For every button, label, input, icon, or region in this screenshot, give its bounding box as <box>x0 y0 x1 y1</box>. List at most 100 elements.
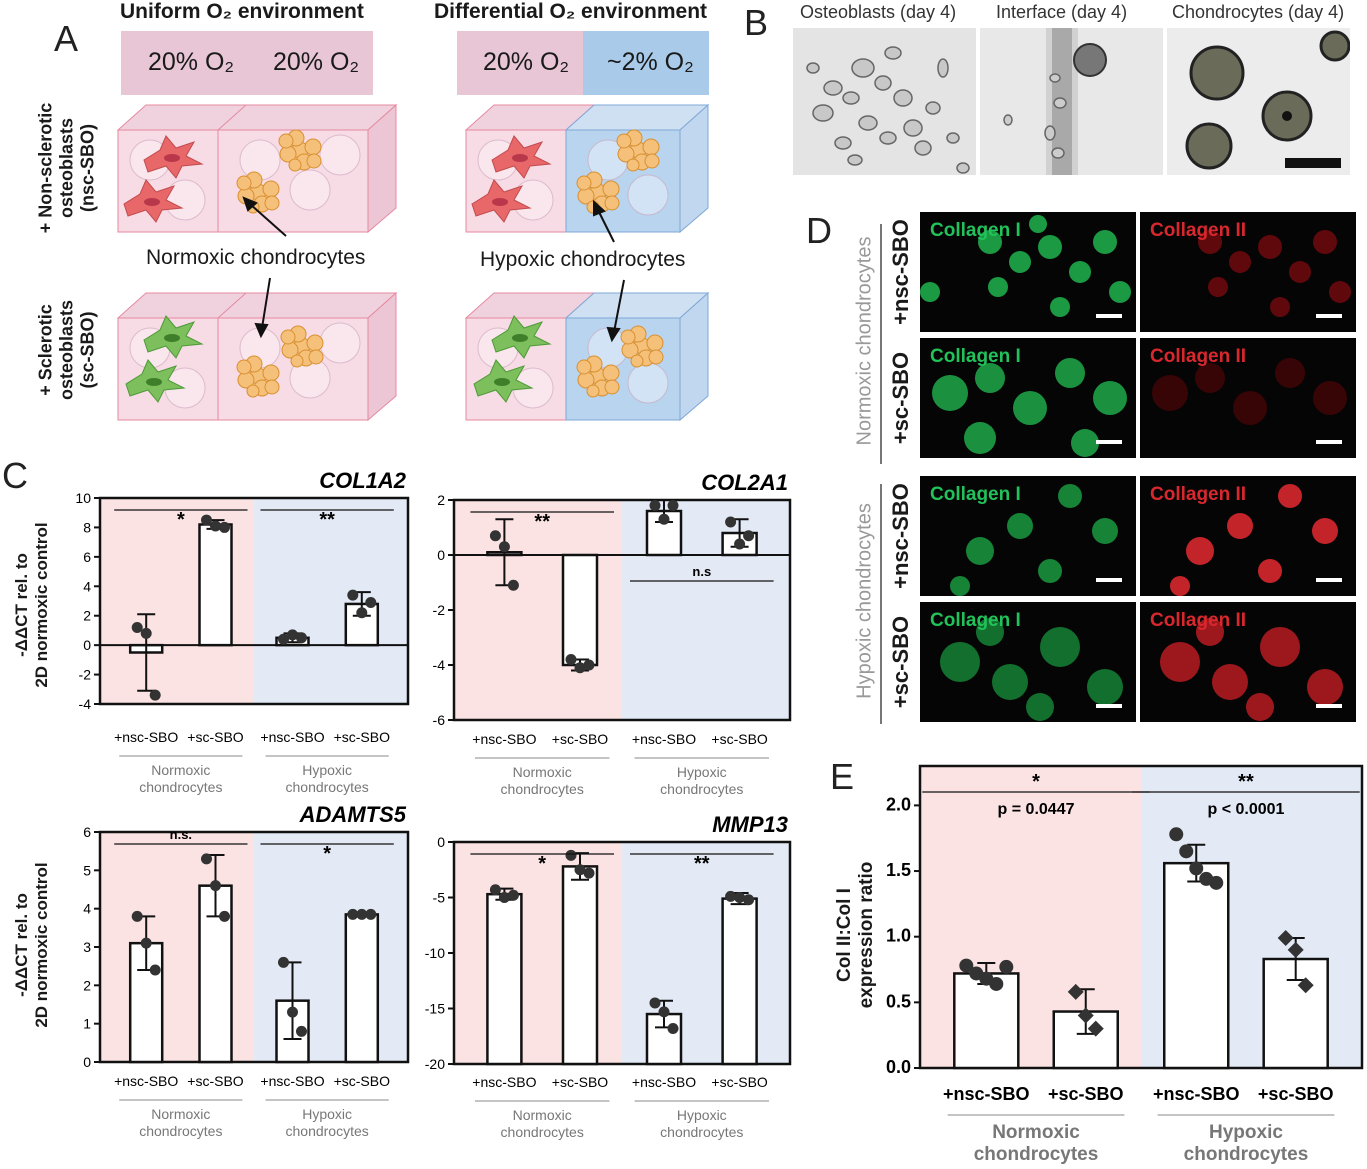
data-point <box>498 541 510 553</box>
data-point <box>140 937 152 949</box>
category-label: +nsc-SBO <box>260 1073 324 1089</box>
y-tick-label: 3 <box>83 939 91 955</box>
uniform-o2-left: 20% O₂ <box>148 48 235 76</box>
group-label: Normoxic <box>513 764 572 780</box>
hypoxic-bg <box>254 498 408 704</box>
category-label: +nsc-SBO <box>1153 1084 1240 1104</box>
category-label: +sc-SBO <box>187 1073 244 1089</box>
data-point <box>565 654 577 665</box>
data-point <box>658 513 670 525</box>
group-label: Hypoxic <box>1209 1122 1283 1143</box>
data-point <box>725 516 737 528</box>
y-tick-label: -15 <box>425 1001 445 1017</box>
data-point <box>1077 1007 1094 1024</box>
panel-label-e: E <box>830 756 855 797</box>
data-point <box>734 892 746 903</box>
fluor-nsc-normoxic-col2: Collagen II <box>1140 212 1356 332</box>
data-point <box>1287 941 1304 958</box>
fluor-nsc-normoxic-col1: Collagen I <box>920 212 1136 332</box>
data-point <box>347 908 359 920</box>
data-point <box>131 910 143 922</box>
c-ylabel-line2: 2D normoxic control <box>32 522 51 688</box>
p-value-label: p < 0.0001 <box>1207 801 1284 818</box>
b-title-chondrocytes: Chondrocytes (day 4) <box>1172 2 1345 22</box>
row1-line1: + Non-sclerotic <box>35 102 56 234</box>
data-point <box>1189 861 1204 876</box>
data-point <box>365 908 377 920</box>
data-point <box>201 853 212 865</box>
d-row3: +nsc-SBO <box>884 476 918 596</box>
bar <box>198 523 233 647</box>
uniform-title: Uniform O₂ environment <box>120 0 364 23</box>
data-point <box>667 1022 679 1034</box>
d-row2-label: +sc-SBO <box>888 351 913 445</box>
category-label: +sc-SBO <box>711 731 768 747</box>
y-tick-label: 6 <box>83 824 91 840</box>
y-tick-label: -2 <box>79 667 92 683</box>
data-point <box>583 867 595 879</box>
c-ylabel-line2: 2D normoxic control <box>32 862 51 1028</box>
group-label: Hypoxic <box>677 764 727 780</box>
y-tick-label: 1.0 <box>886 926 911 946</box>
cube-uniform-nsc <box>116 103 398 234</box>
data-point <box>667 500 679 511</box>
culture-diagram <box>116 103 710 422</box>
uniform-o2-right: 20% O₂ <box>273 48 360 76</box>
category-label: +sc-SBO <box>1048 1084 1124 1104</box>
data-point <box>210 880 221 892</box>
bar <box>721 897 758 1066</box>
chart-mmp13: -20 -15 -10 -5 0 +nsc-SBO +sc-SBO +nsc-SBO +sc-S… <box>425 812 792 1140</box>
normoxic-chondrocytes-label: Normoxic chondrocytes <box>144 246 368 270</box>
significance-label: ** <box>1238 771 1254 793</box>
y-tick-label: 0.0 <box>886 1057 911 1077</box>
micrograph-chondrocytes <box>1167 28 1350 175</box>
micrograph-osteoblasts <box>793 28 976 175</box>
y-tick-label: 5 <box>83 862 91 878</box>
group-label: Normoxic <box>151 1106 210 1122</box>
col2-label: Collagen II <box>1150 484 1247 505</box>
y-tick-label: -4 <box>433 657 446 673</box>
y-tick-label: 4 <box>83 578 91 594</box>
data-point <box>1209 875 1224 890</box>
significance-label: * <box>177 509 185 531</box>
y-tick-label: 1 <box>83 1016 91 1032</box>
data-point <box>583 659 595 671</box>
data-point <box>999 959 1014 974</box>
d-row4: +sc-SBO <box>884 602 918 722</box>
data-point <box>131 621 143 633</box>
c-ylabel-bottom: -ΔΔCT rel. to 2D normoxic control <box>12 845 51 1045</box>
data-point <box>498 892 510 903</box>
b-title-interface: Interface (day 4) <box>996 2 1128 22</box>
data-point <box>959 958 974 973</box>
data-point <box>356 607 368 619</box>
data-point <box>210 520 221 532</box>
panel-label-b: B <box>744 2 769 43</box>
y-tick-label: -2 <box>433 602 446 618</box>
c-ylabel-top: -ΔΔCT rel. to 2D normoxic control <box>12 505 51 705</box>
data-point <box>649 997 661 1009</box>
significance-label: * <box>538 853 546 875</box>
group-label: chondrocytes <box>660 781 743 797</box>
data-point <box>574 864 586 876</box>
d-row1: +nsc-SBO <box>884 212 918 332</box>
y-tick-label: 0 <box>437 547 445 563</box>
fluor-sc-hypoxic-col2: Collagen II <box>1140 602 1356 722</box>
group-label: Normoxic <box>992 1122 1080 1143</box>
group-label: Hypoxic <box>677 1107 727 1123</box>
data-point <box>507 579 519 591</box>
data-point <box>219 910 230 922</box>
fluor-sc-normoxic-col1: Collagen I <box>920 338 1136 458</box>
category-label: +nsc-SBO <box>632 1074 696 1090</box>
c-ylabel-line1: -ΔΔCT rel. to <box>12 893 31 997</box>
d-group-hypoxic: Hypoxic chondrocytes <box>848 478 882 724</box>
data-point <box>658 1006 670 1018</box>
row1-line2: osteoblasts <box>56 117 77 219</box>
y-tick-label: -5 <box>433 890 446 906</box>
e-ylabel-line1: Col II:Col I <box>834 888 855 982</box>
category-label: +sc-SBO <box>552 1074 609 1090</box>
col1-label: Collagen I <box>930 484 1021 505</box>
significance-label: n.s. <box>170 827 192 842</box>
col1-label: Collagen I <box>930 610 1021 631</box>
group-label: chondrocytes <box>139 1123 222 1139</box>
row2-line2: osteoblasts <box>56 299 77 401</box>
